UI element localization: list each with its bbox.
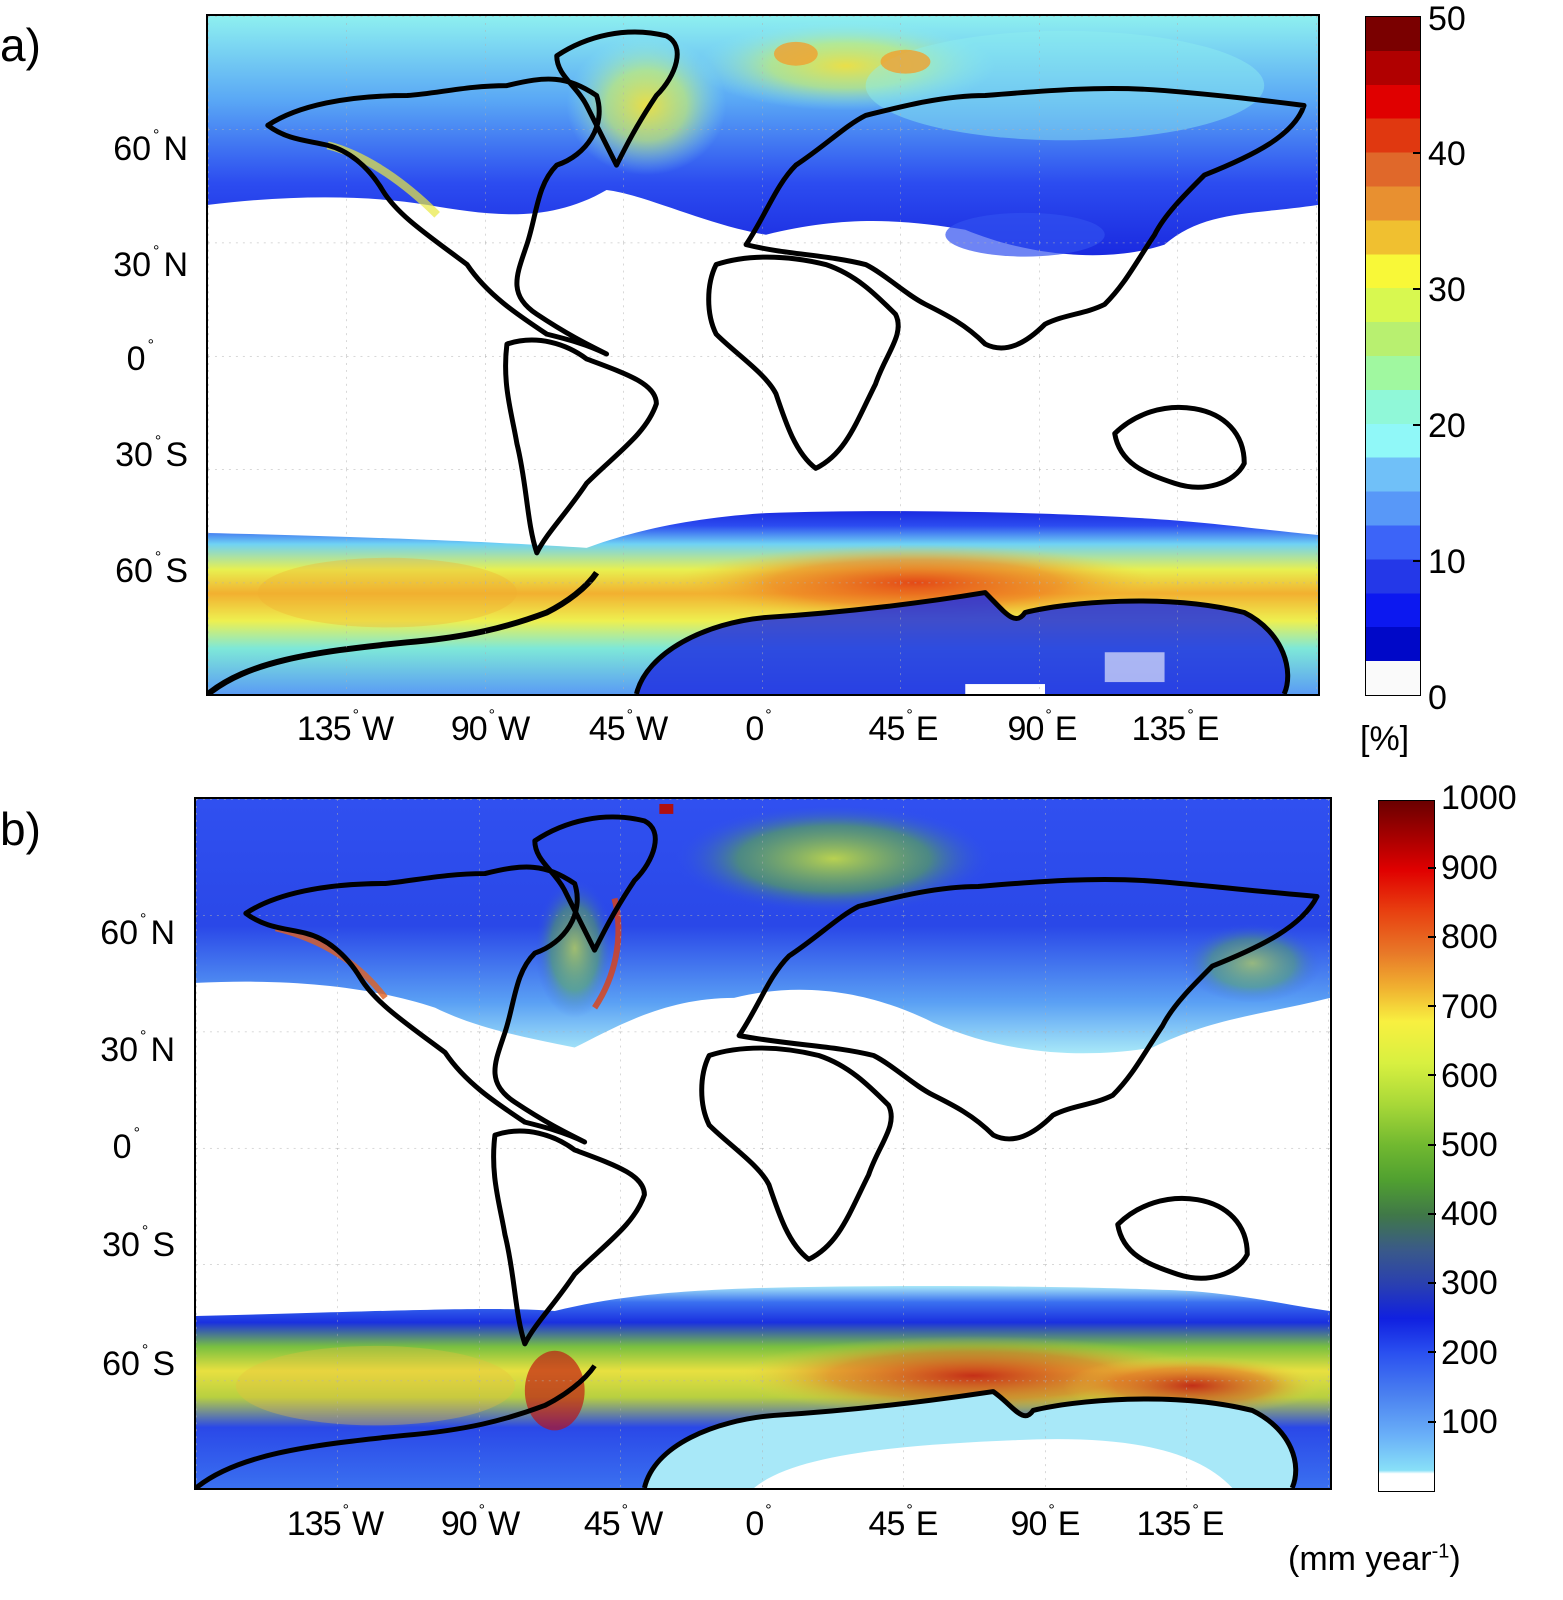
cbar-a-tick-40: 40 [1428,135,1466,173]
lon-tick-135e: 135 ° E [1131,707,1220,748]
lat-tick-30s: 30 ° S [115,433,188,474]
cbar-b-tick-300: 300 [1441,1264,1498,1302]
cbar-b-tick-400: 400 [1441,1195,1498,1233]
cbar-a-tick-10: 10 [1428,543,1466,581]
panel-b-colorbar-unit: (mm year-1) [1288,1540,1461,1578]
panel-b-heatmap [196,799,1330,1488]
cbar-a-tick-50: 50 [1428,0,1466,38]
lon-tick-90w: 90 ° W [450,707,530,748]
lon-tick-90e: 90 ° E [1007,707,1078,748]
lon-tick-90e: 90 ° E [1010,1502,1081,1543]
cbar-b-tick-700: 700 [1441,988,1498,1026]
lat-tick-60n: 60 ° N [113,127,188,168]
cbar-b-tick-100: 100 [1441,1403,1498,1441]
lon-tick-135w: 135 ° W [286,1502,384,1543]
panel-a-colorbar-unit: [%] [1360,720,1410,758]
panel-b-colorbar [1378,800,1435,1492]
lon-tick-0: 0 ° [745,707,771,748]
cbar-b-tick-900: 900 [1441,849,1498,887]
lat-tick-30n: 30 ° N [113,243,188,284]
cbar-b-tick-800: 800 [1441,918,1498,956]
cbar-a-tick-20: 20 [1428,407,1466,445]
panel-a-label: a) [0,19,41,71]
lon-tick-45e: 45 ° E [868,1502,939,1543]
cbar-b-tick-500: 500 [1441,1126,1498,1164]
cbar-b-tick-200: 200 [1441,1334,1498,1372]
lat-tick-0: 0 ° [126,337,154,378]
cbar-a-tick-30: 30 [1428,271,1466,309]
cbar-a-tick-0: 0 [1428,679,1447,717]
panel-b-label: b) [0,803,41,855]
lat-tick-60n: 60 ° N [100,911,175,952]
cbar-b-tick-600: 600 [1441,1057,1498,1095]
panel-a-map [206,14,1320,696]
panel-b-map [194,797,1332,1490]
panel-a-heatmap [208,16,1318,694]
lon-tick-90w: 90 ° W [440,1502,520,1543]
panel-a-colorbar [1365,16,1421,696]
lon-tick-135e: 135 ° E [1136,1502,1225,1543]
lon-tick-0: 0 ° [745,1502,771,1543]
lat-tick-60s: 60 ° S [115,549,188,590]
lon-tick-45e: 45 ° E [868,707,939,748]
lon-tick-45w: 45 ° W [588,707,668,748]
cbar-b-tick-1000: 1000 [1441,779,1517,817]
lon-tick-135w: 135 ° W [296,707,394,748]
lon-tick-45w: 45 ° W [583,1502,663,1543]
lat-tick-30s: 30 ° S [102,1223,175,1264]
lat-tick-30n: 30 ° N [100,1028,175,1069]
lat-tick-0: 0 ° [112,1125,140,1166]
lat-tick-60s: 60 ° S [102,1342,175,1383]
